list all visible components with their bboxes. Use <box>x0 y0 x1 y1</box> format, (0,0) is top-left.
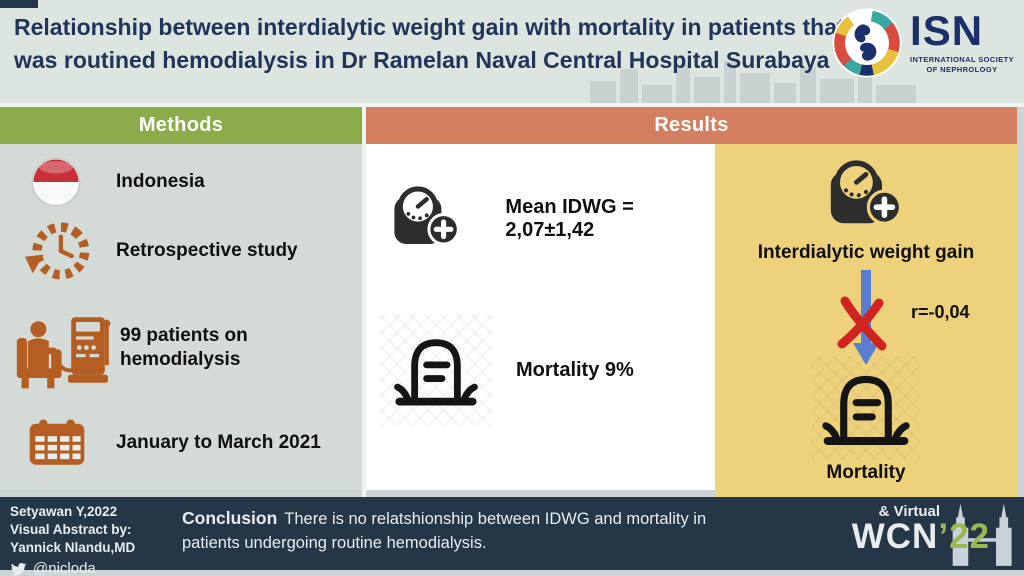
tombstone-icon <box>394 339 478 406</box>
corner-tab-decoration <box>0 0 38 8</box>
method-item-design: Retrospective study <box>0 214 362 288</box>
results-section-header: Results <box>366 107 1017 144</box>
title-line-2: was routined hemodialysis in Dr Ramelan … <box>14 46 830 73</box>
results-panel: Mean IDWG = 2,07±1,42 Mortality 9% <box>366 144 715 490</box>
method-design-label: Retrospective study <box>116 240 298 262</box>
indonesia-flag-icon <box>31 157 81 207</box>
calendar-icon <box>29 419 85 465</box>
wcn-virtual-label: & Virtual <box>878 503 940 520</box>
isn-ring-icon <box>832 8 902 78</box>
correlation-panel: Interdialytic weight gain r=-0,04 Mortal… <box>715 144 1017 497</box>
method-period-label: January to March 2021 <box>116 432 321 454</box>
retrospective-clock-icon <box>24 222 90 280</box>
credits-block: Setyawan Y,2022 Visual Abstract by: Yann… <box>10 503 135 576</box>
results-header-label: Results <box>654 114 729 136</box>
city-skyline-watermark <box>590 61 916 103</box>
methods-header-label: Methods <box>138 114 224 136</box>
wcn-logo: & Virtual WCN’22 <box>809 497 1024 570</box>
weight-scale-icon <box>830 160 902 225</box>
credit-author: Setyawan Y,2022 <box>10 504 118 519</box>
isn-acronym: ISN <box>910 7 984 54</box>
column-divider <box>362 107 366 497</box>
mortality-value: Mortality 9% <box>516 358 634 381</box>
correlation-coefficient: r=-0,04 <box>911 302 970 322</box>
conclusion-label: Conclusion <box>182 508 278 528</box>
result-item-idwg: Mean IDWG = 2,07±1,42 <box>390 180 715 258</box>
isn-subtitle-line-2: OF NEPHROLOGY <box>926 64 998 74</box>
method-item-population: 99 patients on hemodialysis <box>0 302 362 394</box>
conclusion-block: Conclusion There is no relatshionship bet… <box>182 506 707 556</box>
mean-idwg-value: Mean IDWG = 2,07±1,42 <box>505 196 634 241</box>
outcome-label: Mortality <box>826 462 906 483</box>
wcn-acronym: WCN <box>851 517 939 556</box>
hemodialysis-patient-icon <box>16 317 111 389</box>
wcn-year: ’22 <box>938 517 990 556</box>
methods-section-header: Methods <box>0 107 362 144</box>
page-title: Relationship between interdialytic weigh… <box>14 11 859 76</box>
isn-logo: ISN INTERNATIONAL SOCIETY OF NEPHROLOGY <box>831 7 1014 79</box>
credit-byline: Visual Abstract by: <box>10 521 132 537</box>
red-cross-no-relation-icon <box>837 296 887 351</box>
down-arrow-icon <box>853 270 879 365</box>
title-line-1: Relationship between interdialytic weigh… <box>14 14 845 40</box>
twitter-bird-icon <box>10 562 27 576</box>
credit-designer: Yannick Nlandu,MD <box>10 539 136 555</box>
exposure-label: Interdialytic weight gain <box>757 242 975 263</box>
header-divider <box>0 103 1024 107</box>
method-population-label: 99 patients on hemodialysis <box>120 325 248 370</box>
methods-panel: Indonesia Retrospective study <box>0 144 362 490</box>
method-item-period: January to March 2021 <box>0 412 362 474</box>
weight-scale-icon <box>394 186 460 246</box>
isn-subtitle-line-1: INTERNATIONAL SOCIETY <box>910 54 1014 64</box>
method-country-label: Indonesia <box>116 171 205 193</box>
result-item-mortality: Mortality 9% <box>380 314 634 426</box>
petronas-towers-icon <box>952 503 1012 566</box>
twitter-handle: @nicloda <box>33 560 96 576</box>
conclusion-text: There is no relatshionship between IDWG … <box>182 510 707 552</box>
tombstone-icon <box>822 375 910 445</box>
footer: Setyawan Y,2022 Visual Abstract by: Yann… <box>0 497 1024 576</box>
header: Relationship between interdialytic weigh… <box>0 0 1024 103</box>
method-item-country: Indonesia <box>0 154 362 210</box>
